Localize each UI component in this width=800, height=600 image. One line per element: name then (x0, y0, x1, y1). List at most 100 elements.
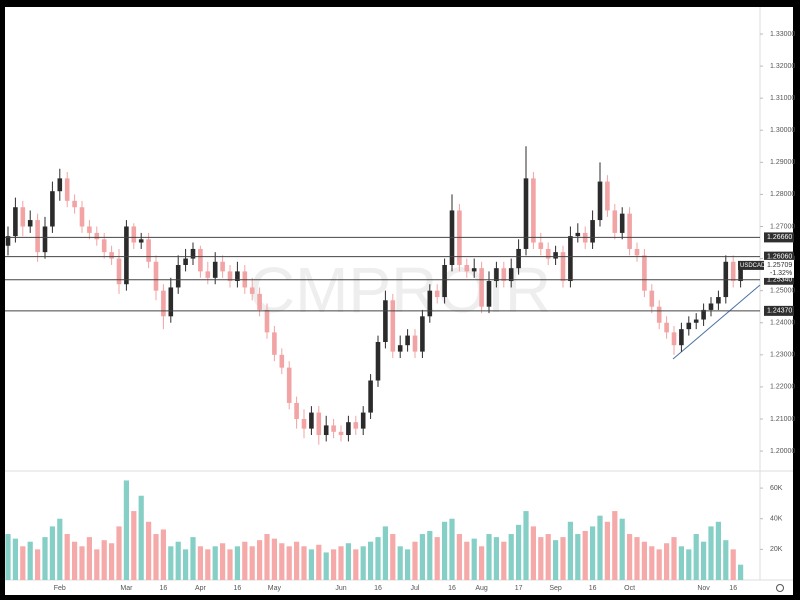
candle-body (412, 335, 418, 352)
candle-body (190, 248, 196, 259)
candle-body (368, 380, 373, 413)
y-tick-label: 1.25000 (770, 287, 795, 294)
candle-body (301, 418, 307, 429)
candle-body (390, 300, 396, 352)
volume-bar (123, 480, 129, 580)
volume-bar (530, 526, 536, 580)
volume-bar (634, 537, 640, 580)
volume-bar (146, 521, 152, 580)
volume-bar (715, 521, 721, 580)
volume-bar (560, 537, 566, 580)
x-tick-label: May (268, 585, 282, 592)
volume-bar (308, 549, 314, 580)
y-tick-label: 1.28000 (770, 191, 795, 198)
volume-bar (449, 518, 455, 580)
volume-bar (545, 534, 551, 580)
volume-bar (375, 537, 381, 580)
volume-bar (523, 511, 529, 580)
candle-body (153, 261, 159, 291)
volume-bar (138, 495, 144, 580)
candle-body (427, 290, 433, 317)
volume-bar (538, 537, 544, 580)
volume-bar (205, 549, 211, 580)
volume-bar (131, 511, 137, 580)
candle-body (79, 207, 85, 227)
candle-body (257, 293, 262, 310)
volume-bar (412, 541, 418, 580)
candle-body (531, 178, 536, 243)
volume-bar (42, 537, 48, 580)
chart-background (5, 7, 793, 595)
volume-bar (35, 549, 41, 580)
x-tick-label: 17 (515, 585, 523, 592)
last-price-label: 1.25709 (767, 262, 792, 269)
candle-body (679, 329, 684, 346)
level-label: 1.26060 (767, 253, 792, 260)
y-tick-label: 1.22000 (770, 384, 795, 391)
volume-bar (590, 526, 596, 580)
volume-bar (708, 526, 714, 580)
candle-body (397, 345, 403, 352)
candle-body (420, 316, 425, 352)
volume-bar (286, 546, 292, 580)
level-label-box (764, 232, 794, 243)
volume-bar (183, 549, 189, 580)
volume-bar (57, 518, 63, 580)
candle-body (146, 239, 151, 262)
candle-body (20, 207, 26, 227)
candle-body (272, 332, 277, 355)
volume-bar (464, 541, 470, 580)
volume-bar (316, 544, 322, 580)
candle-body (286, 367, 292, 403)
candle-body (294, 402, 299, 419)
volume-bar (116, 526, 122, 580)
candle-body (116, 258, 122, 285)
volume-bar (738, 564, 744, 580)
candle-body (35, 220, 40, 253)
volume-bar (553, 540, 559, 580)
candle-body (708, 303, 714, 310)
trendline (672, 284, 761, 360)
candle-body (27, 220, 33, 227)
candle-body (664, 322, 669, 333)
volume-bar (153, 534, 159, 580)
volume-bar (567, 521, 573, 580)
volume-bar (86, 537, 92, 580)
candle-body (161, 290, 166, 317)
candle-body (471, 268, 477, 272)
candle-body (198, 248, 203, 272)
candle-body (464, 264, 470, 272)
volume-bar (257, 540, 263, 580)
level-label-box (764, 274, 794, 285)
volume-bar (723, 540, 729, 580)
candle-body (605, 181, 610, 211)
volume-bar (323, 552, 329, 580)
y-tick-label: 1.33000 (770, 31, 795, 38)
volume-bar (419, 534, 425, 580)
volume-bar (79, 546, 85, 580)
settings-icon[interactable] (776, 584, 784, 592)
candle-body (612, 210, 618, 233)
candle-body (642, 255, 647, 291)
volume-tick-label: 60K (770, 485, 783, 492)
volume-bar (397, 546, 403, 580)
candle-body (131, 226, 137, 243)
volume-bar (575, 534, 581, 580)
volume-bar (242, 541, 248, 580)
candle-body (693, 319, 699, 323)
x-tick-label: 16 (448, 585, 456, 592)
volume-bar (612, 511, 618, 580)
candle-body (671, 332, 677, 346)
volume-bar (249, 546, 255, 580)
candle-body (13, 207, 18, 237)
candle-body (434, 290, 440, 298)
x-tick-label: Mar (120, 585, 133, 592)
candle-body (101, 239, 107, 253)
volume-bar (641, 541, 647, 580)
candle-body (42, 226, 48, 253)
volume-bar (175, 541, 181, 580)
candle-body (212, 261, 218, 278)
candle-body (560, 252, 566, 282)
x-tick-label: 16 (589, 585, 597, 592)
